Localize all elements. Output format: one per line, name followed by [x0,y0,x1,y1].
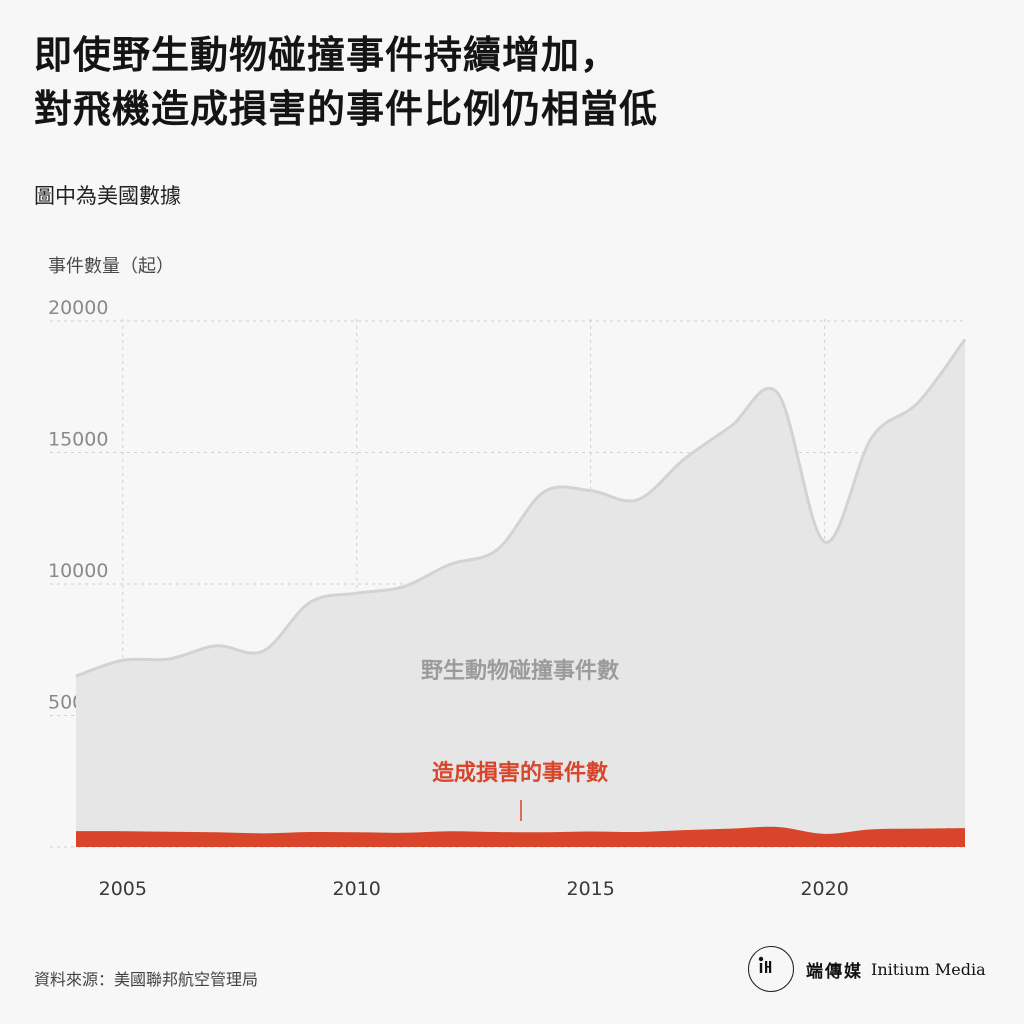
title-line-1: 即使野生動物碰撞事件持續增加， [34,33,620,77]
series-area-strikes [76,339,965,847]
x-tick-label-2015: 2015 [567,878,615,900]
initium-logo-icon [748,946,794,992]
series-line-strikes [75,338,967,678]
title-line-2: 對飛機造成損害的事件比例仍相當低 [34,87,659,131]
x-tick-label-2010: 2010 [333,878,381,900]
x-tick-label-2005: 2005 [99,878,147,900]
chart-subtitle: 圖中為美國數據 [34,184,181,208]
x-tick-label-2020: 2020 [800,878,848,900]
y-axis-label: 事件數量（起） [48,256,174,277]
chart-title: 即使野生動物碰撞事件持續增加， 對飛機造成損害的事件比例仍相當低 [34,28,994,136]
brand-name-zh: 端傳媒 [806,961,863,982]
series-label-damage: 造成損害的事件數 [432,760,608,786]
brand-name-en: Initium Media [871,959,986,979]
y-tick-label-20000: 20000 [48,297,108,319]
source-note: 資料來源：美國聯邦航空管理局 [34,970,259,989]
y-tick-label-10000: 10000 [48,560,108,582]
y-tick-label-15000: 15000 [48,429,108,451]
series-label-strikes: 野生動物碰撞事件數 [421,658,619,684]
brand: 端傳媒 Initium Media [748,946,986,992]
series-area-damage [76,826,965,847]
